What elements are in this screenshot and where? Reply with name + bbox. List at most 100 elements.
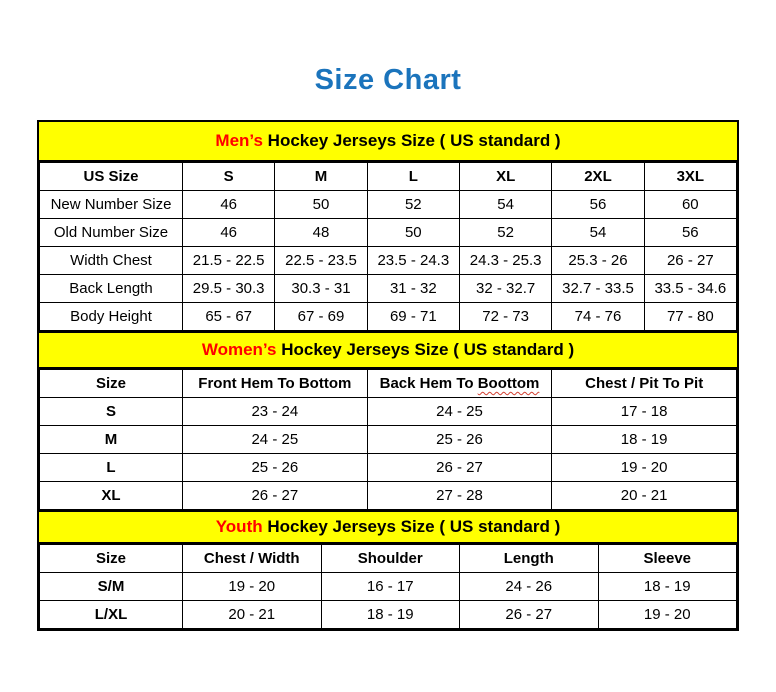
value-cell: 24.3 - 25.3 xyxy=(458,246,553,275)
mens-section-title: Men’s Hockey Jerseys Size ( US standard … xyxy=(215,131,560,151)
column-header-back-hem: Back Hem To Boottom xyxy=(366,369,553,398)
value-cell: 24 - 26 xyxy=(459,572,599,601)
value-cell: 18 - 19 xyxy=(551,425,737,454)
womens-section-title: Women’s Hockey Jerseys Size ( US standar… xyxy=(202,340,574,360)
row-label-cell: S/M xyxy=(39,572,183,601)
value-cell: 26 - 27 xyxy=(366,453,553,482)
youth-size-table: Size Chest / Width Shoulder Length Sleev… xyxy=(39,544,737,629)
value-cell: 72 - 73 xyxy=(458,302,553,331)
value-cell: 32.7 - 33.5 xyxy=(551,274,645,303)
value-cell: 77 - 80 xyxy=(643,302,738,331)
row-label-cell: Old Number Size xyxy=(39,218,183,247)
column-header-s: S xyxy=(181,162,276,191)
value-cell: 26 - 27 xyxy=(643,246,738,275)
mens-row-back-length: Back Length 29.5 - 30.3 30.3 - 31 31 - 3… xyxy=(39,274,738,303)
value-cell: 23 - 24 xyxy=(182,397,368,426)
row-label-cell: M xyxy=(39,425,183,454)
value-cell: 67 - 69 xyxy=(274,302,368,331)
page-title: Size Chart xyxy=(314,64,462,96)
womens-row-s: S 23 - 24 24 - 25 17 - 18 xyxy=(39,397,737,426)
value-cell: 19 - 20 xyxy=(182,572,322,601)
womens-highlight-text: Women’s xyxy=(201,340,277,359)
value-cell: 25 - 26 xyxy=(366,425,553,454)
column-header-size: Size xyxy=(39,544,183,573)
row-label-cell: L xyxy=(39,453,183,482)
value-cell: 60 xyxy=(643,190,738,219)
mens-title-rest: Hockey Jerseys Size ( US standard ) xyxy=(262,131,561,150)
column-header-us-size: US Size xyxy=(39,162,183,191)
mens-highlight-text: Men’s xyxy=(215,131,263,150)
value-cell: 24 - 25 xyxy=(366,397,553,426)
womens-row-l: L 25 - 26 26 - 27 19 - 20 xyxy=(39,453,737,482)
column-header-xl: XL xyxy=(458,162,553,191)
youth-row-lxl: L/XL 20 - 21 18 - 19 26 - 27 19 - 20 xyxy=(39,600,737,629)
column-header-size: Size xyxy=(39,369,183,398)
value-cell: 52 xyxy=(458,218,553,247)
womens-header-row: Size Front Hem To Bottom Back Hem To Boo… xyxy=(39,369,737,398)
value-cell: 18 - 19 xyxy=(320,600,460,629)
back-hem-misspelled-word: Boottom xyxy=(477,375,540,392)
mens-row-body-height: Body Height 65 - 67 67 - 69 69 - 71 72 -… xyxy=(39,302,738,331)
mens-row-new-number-size: New Number Size 46 50 52 54 56 60 xyxy=(39,190,738,219)
column-header-length: Length xyxy=(459,544,599,573)
value-cell: 26 - 27 xyxy=(459,600,599,629)
row-label-cell: Width Chest xyxy=(39,246,183,275)
value-cell: 54 xyxy=(458,190,553,219)
row-label-cell: Back Length xyxy=(39,274,183,303)
value-cell: 26 - 27 xyxy=(182,481,368,510)
mens-row-old-number-size: Old Number Size 46 48 50 52 54 56 xyxy=(39,218,738,247)
value-cell: 69 - 71 xyxy=(366,302,460,331)
youth-section-header: Youth Hockey Jerseys Size ( US standard … xyxy=(39,510,737,544)
row-label-cell: Body Height xyxy=(39,302,183,331)
value-cell: 19 - 20 xyxy=(551,453,737,482)
value-cell: 29.5 - 30.3 xyxy=(181,274,276,303)
value-cell: 22.5 - 23.5 xyxy=(274,246,368,275)
mens-row-width-chest: Width Chest 21.5 - 22.5 22.5 - 23.5 23.5… xyxy=(39,246,738,275)
value-cell: 54 xyxy=(551,218,645,247)
value-cell: 20 - 21 xyxy=(182,600,322,629)
value-cell: 18 - 19 xyxy=(597,572,737,601)
column-header-chest-pit: Chest / Pit To Pit xyxy=(551,369,737,398)
row-label-cell: L/XL xyxy=(39,600,183,629)
value-cell: 56 xyxy=(643,218,738,247)
womens-section-header: Women’s Hockey Jerseys Size ( US standar… xyxy=(39,331,737,369)
size-chart-sheet: Men’s Hockey Jerseys Size ( US standard … xyxy=(37,120,739,631)
value-cell: 23.5 - 24.3 xyxy=(366,246,460,275)
youth-title-rest: Hockey Jerseys Size ( US standard ) xyxy=(262,517,561,536)
value-cell: 25 - 26 xyxy=(182,453,368,482)
value-cell: 16 - 17 xyxy=(320,572,460,601)
column-header-sleeve: Sleeve xyxy=(597,544,737,573)
back-hem-prefix: Back Hem To xyxy=(379,375,478,392)
womens-row-xl: XL 26 - 27 27 - 28 20 - 21 xyxy=(39,481,737,510)
mens-header-row: US Size S M L XL 2XL 3XL xyxy=(39,162,738,191)
row-label-cell: S xyxy=(39,397,183,426)
mens-section-header: Men’s Hockey Jerseys Size ( US standard … xyxy=(39,122,737,162)
column-header-front-hem: Front Hem To Bottom xyxy=(182,369,368,398)
value-cell: 74 - 76 xyxy=(551,302,645,331)
column-header-3xl: 3XL xyxy=(643,162,738,191)
value-cell: 19 - 20 xyxy=(597,600,737,629)
column-header-l: L xyxy=(366,162,460,191)
value-cell: 52 xyxy=(366,190,460,219)
youth-section-title: Youth Hockey Jerseys Size ( US standard … xyxy=(216,517,561,537)
value-cell: 50 xyxy=(366,218,460,247)
youth-header-row: Size Chest / Width Shoulder Length Sleev… xyxy=(39,544,737,573)
mens-size-table: US Size S M L XL 2XL 3XL New Number Size… xyxy=(39,162,738,331)
column-header-m: M xyxy=(274,162,368,191)
value-cell: 17 - 18 xyxy=(551,397,737,426)
value-cell: 65 - 67 xyxy=(181,302,276,331)
value-cell: 21.5 - 22.5 xyxy=(181,246,276,275)
row-label-cell: New Number Size xyxy=(39,190,183,219)
value-cell: 48 xyxy=(274,218,368,247)
value-cell: 31 - 32 xyxy=(366,274,460,303)
womens-title-rest: Hockey Jerseys Size ( US standard ) xyxy=(276,340,575,359)
value-cell: 24 - 25 xyxy=(182,425,368,454)
youth-row-sm: S/M 19 - 20 16 - 17 24 - 26 18 - 19 xyxy=(39,572,737,601)
value-cell: 33.5 - 34.6 xyxy=(643,274,738,303)
womens-row-m: M 24 - 25 25 - 26 18 - 19 xyxy=(39,425,737,454)
womens-size-table: Size Front Hem To Bottom Back Hem To Boo… xyxy=(39,369,737,510)
youth-highlight-text: Youth xyxy=(215,517,263,536)
column-header-shoulder: Shoulder xyxy=(320,544,460,573)
value-cell: 56 xyxy=(551,190,645,219)
value-cell: 46 xyxy=(181,190,276,219)
